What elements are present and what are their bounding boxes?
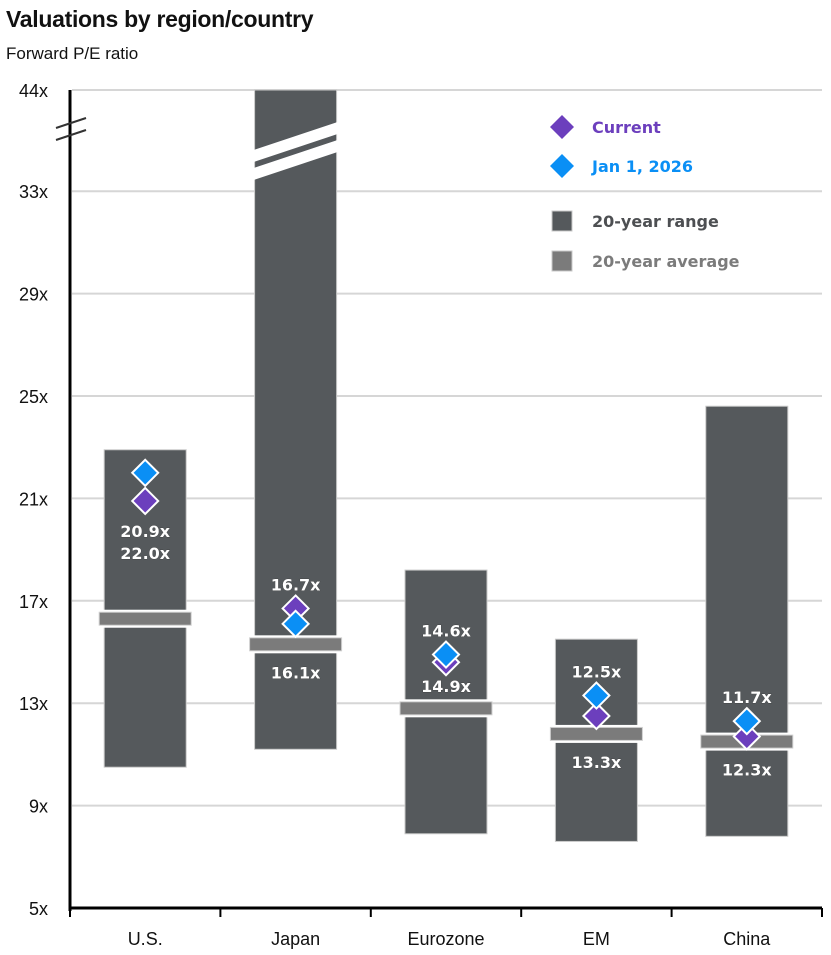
y-tick-label: 29x xyxy=(19,285,48,305)
bar-break-stripe xyxy=(253,122,338,162)
y-tick-label: 13x xyxy=(19,694,48,714)
value-labels: 20.9x 22.0x 16.7x 16.1x 14.6x 14.9x 12.5x 13.3x… xyxy=(120,522,772,780)
current-value-label: 20.9x xyxy=(120,522,170,541)
legend-diamond-icon xyxy=(550,154,574,178)
jan-2026-marker xyxy=(581,681,611,710)
jan-2026-value-label: 12.3x xyxy=(722,761,772,780)
jan-2026-marker xyxy=(431,640,461,669)
legend-label: 20-year range xyxy=(592,212,719,231)
y-tick-label: 25x xyxy=(19,387,48,407)
range-bars xyxy=(98,89,794,842)
legend: Current Jan 1, 2026 20-year range 20-year a… xyxy=(550,115,740,272)
range-bar xyxy=(705,405,789,837)
bar-break-stripe xyxy=(253,140,338,180)
jan-2026-value-label: 16.1x xyxy=(271,663,321,682)
jan-2026-marker xyxy=(732,706,762,736)
average-band xyxy=(98,611,192,626)
current-marker xyxy=(732,722,762,751)
legend-label: Jan 1, 2026 xyxy=(591,157,693,176)
current-marker xyxy=(581,701,611,731)
x-tick-label: Eurozone xyxy=(407,929,484,949)
axes: 5x 9x 13x 17x 21x 25x 29x 33x 44x U.S. Japan Eurozo… xyxy=(19,81,823,949)
x-tick-label: Japan xyxy=(271,929,320,949)
average-band xyxy=(399,701,493,716)
chart-subtitle: Forward P/E ratio xyxy=(6,44,139,63)
x-tick-label: U.S. xyxy=(128,929,163,949)
axis-break-mark xyxy=(55,117,87,129)
axis-break-mark xyxy=(55,129,87,141)
legend-label: Current xyxy=(592,118,661,137)
current-value-label: 12.5x xyxy=(572,663,622,682)
jan-2026-marker xyxy=(130,458,160,488)
legend-square-icon xyxy=(551,210,573,232)
current-value-label: 14.6x xyxy=(421,622,471,641)
y-tick-label: 17x xyxy=(19,592,48,612)
current-value-label: 11.7x xyxy=(722,688,772,707)
x-tick-label: China xyxy=(723,929,771,949)
y-tick-label: 21x xyxy=(19,489,48,509)
chart-title: Valuations by region/country xyxy=(6,6,314,32)
legend-square-icon xyxy=(551,250,573,272)
current-marker xyxy=(130,486,160,516)
markers xyxy=(130,458,762,751)
y-tick-label: 44x xyxy=(19,81,48,101)
y-tick-label: 5x xyxy=(29,899,48,919)
legend-label: 20-year average xyxy=(592,252,740,271)
x-tick-label: EM xyxy=(583,929,610,949)
y-tick-label: 9x xyxy=(29,797,48,817)
jan-2026-value-label: 13.3x xyxy=(572,753,622,772)
average-band xyxy=(249,637,343,652)
jan-2026-value-label: 14.9x xyxy=(421,677,471,696)
y-tick-label: 33x xyxy=(19,182,48,202)
legend-diamond-icon xyxy=(550,115,574,139)
current-value-label: 16.7x xyxy=(271,575,321,594)
jan-2026-marker xyxy=(281,609,311,639)
jan-2026-value-label: 22.0x xyxy=(120,544,170,563)
